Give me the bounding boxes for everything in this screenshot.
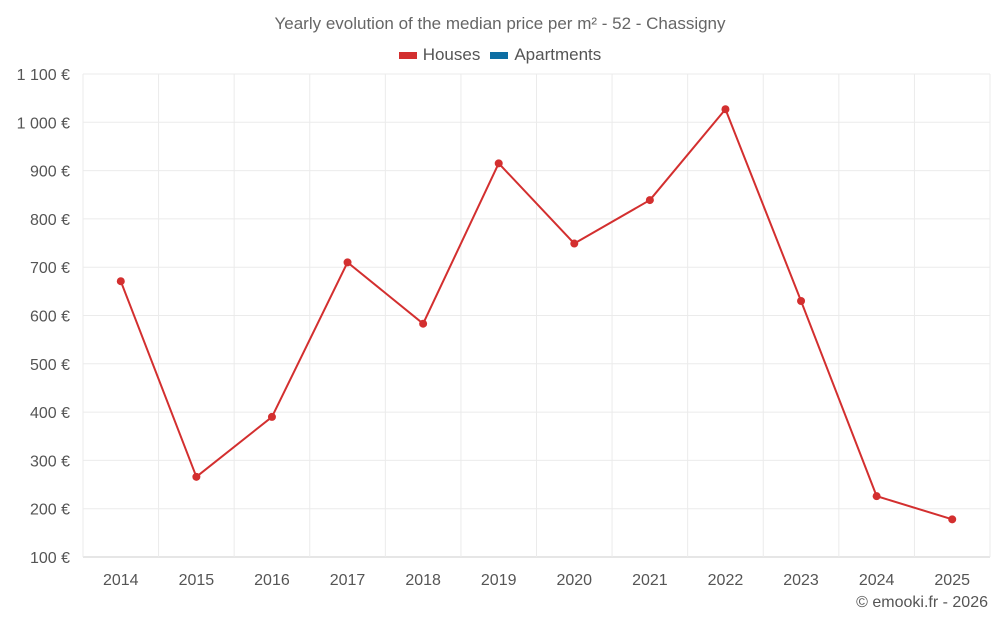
x-tick-label: 2017 [330, 572, 366, 589]
y-tick-label: 700 € [30, 260, 70, 277]
series-line-houses [119, 108, 953, 521]
legend-item-apartments[interactable]: Apartments [490, 45, 601, 65]
y-tick-label: 400 € [30, 405, 70, 422]
y-tick-label: 600 € [30, 309, 70, 326]
y-tick-label: 200 € [30, 502, 70, 519]
y-tick-label: 100 € [30, 550, 70, 567]
data-point [948, 515, 957, 524]
legend-label-houses: Houses [422, 45, 481, 64]
data-point [797, 297, 806, 306]
credit-text: © emooki.fr - 2026 [856, 594, 988, 611]
legend-item-houses[interactable]: Houses [398, 45, 481, 65]
x-tick-label: 2018 [405, 572, 441, 589]
data-point [343, 258, 352, 267]
y-tick-label: 500 € [30, 357, 70, 374]
data-point [872, 492, 881, 501]
chart-title: Yearly evolution of the median price per… [274, 14, 726, 33]
data-point [192, 472, 201, 481]
y-tick-label: 300 € [30, 453, 70, 470]
x-tick-label: 2024 [859, 572, 895, 589]
x-tick-label: 2022 [708, 572, 744, 589]
y-tick-label: 900 € [30, 164, 70, 181]
x-tick-label: 2025 [934, 572, 970, 589]
x-tick-label: 2021 [632, 572, 668, 589]
legend: Houses Apartments [0, 45, 1000, 65]
data-point [494, 159, 503, 168]
x-tick-label: 2015 [179, 572, 215, 589]
x-tick-label: 2016 [254, 572, 290, 589]
data-point [721, 105, 730, 114]
legend-swatch-apartments [490, 51, 509, 59]
data-point [267, 412, 276, 421]
x-tick-label: 2023 [783, 572, 819, 589]
data-point [645, 196, 654, 205]
y-tick-label: 1 100 € [17, 67, 70, 84]
y-tick-label: 800 € [30, 212, 70, 229]
data-point [419, 319, 428, 328]
x-tick-label: 2019 [481, 572, 517, 589]
legend-label-apartments: Apartments [514, 45, 602, 64]
x-tick-label: 2020 [556, 572, 592, 589]
legend-swatch-houses [398, 51, 417, 59]
x-tick-label: 2014 [103, 572, 139, 589]
data-point [570, 239, 579, 248]
data-point [116, 277, 125, 286]
y-tick-label: 1 000 € [17, 115, 70, 132]
